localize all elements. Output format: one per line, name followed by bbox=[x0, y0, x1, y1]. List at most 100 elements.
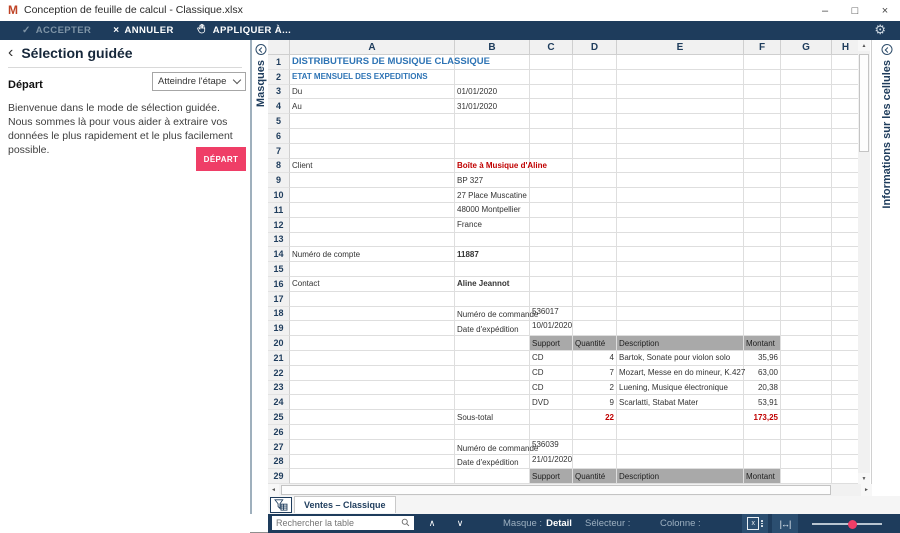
cell[interactable] bbox=[781, 114, 832, 129]
autohide-pin-icon[interactable] bbox=[255, 44, 267, 55]
cell[interactable] bbox=[573, 424, 617, 440]
cell[interactable] bbox=[455, 365, 530, 381]
row-header[interactable]: 24 bbox=[268, 395, 290, 411]
cell[interactable] bbox=[744, 114, 781, 129]
cell[interactable]: France bbox=[455, 217, 530, 233]
cell[interactable] bbox=[573, 84, 617, 100]
cell[interactable] bbox=[744, 247, 781, 263]
settings-gear-icon[interactable]: ⚙ bbox=[874, 22, 886, 37]
cell[interactable] bbox=[781, 143, 832, 159]
row-header[interactable]: 16 bbox=[268, 276, 290, 292]
cell[interactable] bbox=[617, 99, 744, 115]
cell[interactable]: 173,25 bbox=[744, 410, 781, 425]
cell[interactable] bbox=[573, 173, 617, 189]
cell[interactable]: CD bbox=[530, 350, 573, 366]
cell[interactable] bbox=[617, 55, 744, 70]
goto-step-dropdown[interactable]: Atteindre l'étape bbox=[152, 72, 246, 91]
row-header[interactable]: 18 bbox=[268, 306, 290, 322]
cell[interactable] bbox=[455, 291, 530, 307]
row-header[interactable]: 9 bbox=[268, 173, 290, 189]
cell[interactable]: 35,96 bbox=[744, 350, 781, 366]
cell[interactable]: Sous-total bbox=[455, 410, 530, 425]
cell[interactable]: 53,91 bbox=[744, 395, 781, 411]
cell[interactable] bbox=[832, 262, 858, 277]
cell[interactable] bbox=[832, 173, 858, 189]
cell[interactable] bbox=[832, 366, 858, 381]
find-previous-button[interactable]: ∧ bbox=[428, 518, 436, 528]
cell[interactable] bbox=[781, 84, 832, 100]
cell[interactable] bbox=[573, 276, 617, 292]
cell[interactable]: Aline Jeannot bbox=[455, 276, 530, 292]
cell[interactable] bbox=[617, 143, 744, 159]
cell[interactable] bbox=[530, 217, 573, 233]
cell[interactable] bbox=[744, 69, 781, 85]
cell[interactable] bbox=[832, 381, 858, 396]
cell[interactable] bbox=[832, 99, 858, 115]
cell[interactable] bbox=[617, 291, 744, 307]
cell[interactable] bbox=[781, 380, 832, 396]
cell[interactable] bbox=[617, 158, 744, 174]
cell[interactable] bbox=[744, 143, 781, 159]
cell[interactable]: 536017 bbox=[530, 306, 573, 322]
cell[interactable] bbox=[832, 144, 858, 159]
cell[interactable]: Numéro de commande bbox=[455, 306, 538, 322]
row-header[interactable]: 28 bbox=[268, 454, 290, 470]
cell[interactable] bbox=[832, 425, 858, 440]
column-header-G[interactable]: G bbox=[781, 40, 832, 55]
cell[interactable] bbox=[573, 128, 617, 144]
cell[interactable] bbox=[617, 232, 744, 248]
zoom-slider[interactable] bbox=[812, 519, 882, 529]
cell[interactable] bbox=[455, 262, 530, 277]
table-filter-icon[interactable] bbox=[270, 497, 292, 513]
cell[interactable] bbox=[617, 247, 744, 263]
cell[interactable] bbox=[530, 114, 573, 129]
row-header[interactable]: 10 bbox=[268, 188, 290, 203]
cell[interactable] bbox=[832, 203, 858, 218]
cell[interactable]: DISTRIBUTEURS DE MUSIQUE CLASSIQUE bbox=[290, 55, 490, 70]
cell[interactable] bbox=[781, 306, 832, 322]
vertical-scroll-thumb[interactable] bbox=[859, 54, 869, 152]
cell[interactable] bbox=[290, 454, 455, 470]
row-header[interactable]: 4 bbox=[268, 99, 290, 115]
row-header[interactable]: 29 bbox=[268, 469, 290, 484]
cell[interactable] bbox=[455, 469, 530, 484]
cell[interactable]: Numéro de compte bbox=[290, 247, 455, 263]
cell[interactable] bbox=[781, 321, 832, 337]
zoom-slider-handle[interactable] bbox=[848, 519, 857, 529]
cell[interactable] bbox=[832, 307, 858, 322]
cell[interactable] bbox=[290, 291, 455, 307]
cell[interactable] bbox=[290, 143, 455, 159]
column-header-B[interactable]: B bbox=[455, 40, 530, 55]
table-search-box[interactable] bbox=[272, 516, 414, 530]
back-chevron-icon[interactable]: ‹ bbox=[8, 44, 14, 61]
cell[interactable] bbox=[781, 276, 832, 292]
cell[interactable] bbox=[832, 292, 858, 307]
cell[interactable] bbox=[455, 336, 530, 351]
cell[interactable] bbox=[290, 232, 455, 248]
cell[interactable] bbox=[832, 129, 858, 144]
cell[interactable]: 20,38 bbox=[744, 380, 781, 396]
cell[interactable] bbox=[290, 336, 455, 351]
cell[interactable] bbox=[832, 410, 858, 425]
sheet-tab-ventes-classique[interactable]: Ventes – Classique bbox=[294, 496, 396, 513]
cell[interactable] bbox=[617, 276, 744, 292]
scroll-up-icon[interactable]: ▲ bbox=[858, 40, 870, 51]
cell[interactable] bbox=[744, 202, 781, 218]
cell[interactable] bbox=[573, 291, 617, 307]
row-header[interactable]: 5 bbox=[268, 114, 290, 129]
column-header-F[interactable]: F bbox=[744, 40, 781, 55]
cell[interactable] bbox=[290, 114, 455, 129]
cell[interactable] bbox=[617, 128, 744, 144]
cell[interactable] bbox=[530, 84, 573, 100]
horizontal-scroll-thumb[interactable] bbox=[281, 485, 831, 495]
cell[interactable] bbox=[781, 55, 832, 70]
cell[interactable] bbox=[455, 232, 530, 248]
cell[interactable]: Support bbox=[530, 336, 573, 351]
row-header[interactable]: 6 bbox=[268, 128, 290, 144]
cell[interactable] bbox=[617, 424, 744, 440]
cell[interactable] bbox=[530, 202, 573, 218]
cell[interactable] bbox=[455, 143, 530, 159]
vertical-scrollbar[interactable]: ▲ ▼ bbox=[858, 40, 870, 484]
cell[interactable] bbox=[573, 321, 617, 337]
cell[interactable] bbox=[617, 262, 744, 277]
